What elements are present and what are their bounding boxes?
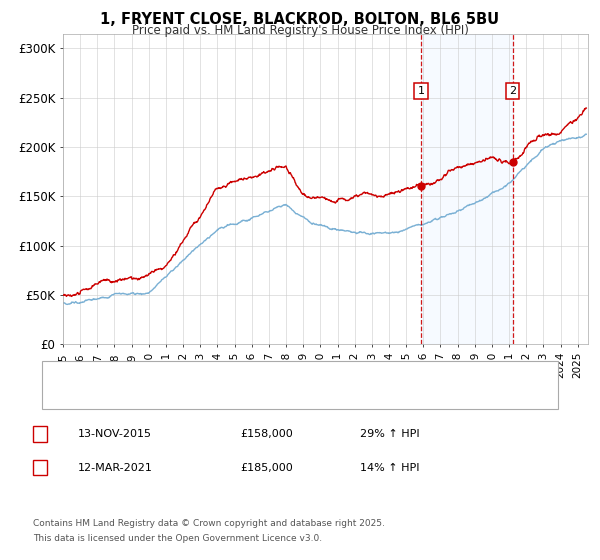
Text: 1, FRYENT CLOSE, BLACKROD, BOLTON, BL6 5BU: 1, FRYENT CLOSE, BLACKROD, BOLTON, BL6 5… bbox=[100, 12, 500, 27]
Text: This data is licensed under the Open Government Licence v3.0.: This data is licensed under the Open Gov… bbox=[33, 534, 322, 543]
Text: 1, FRYENT CLOSE, BLACKROD, BOLTON, BL6 5BU (semi-detached house): 1, FRYENT CLOSE, BLACKROD, BOLTON, BL6 5… bbox=[90, 369, 467, 379]
Text: 1: 1 bbox=[418, 86, 425, 96]
Text: 2: 2 bbox=[37, 463, 44, 473]
Text: Contains HM Land Registry data © Crown copyright and database right 2025.: Contains HM Land Registry data © Crown c… bbox=[33, 519, 385, 528]
Text: 2: 2 bbox=[509, 86, 516, 96]
Bar bbox=[421, 34, 512, 344]
Text: 12-MAR-2021: 12-MAR-2021 bbox=[78, 463, 153, 473]
Text: HPI: Average price, semi-detached house, Bolton: HPI: Average price, semi-detached house,… bbox=[90, 391, 345, 401]
Text: 13-NOV-2015: 13-NOV-2015 bbox=[78, 429, 152, 439]
Text: £185,000: £185,000 bbox=[240, 463, 293, 473]
Text: 14% ↑ HPI: 14% ↑ HPI bbox=[360, 463, 419, 473]
Text: 1: 1 bbox=[37, 429, 44, 439]
Text: Price paid vs. HM Land Registry's House Price Index (HPI): Price paid vs. HM Land Registry's House … bbox=[131, 24, 469, 36]
Text: 29% ↑ HPI: 29% ↑ HPI bbox=[360, 429, 419, 439]
Text: £158,000: £158,000 bbox=[240, 429, 293, 439]
